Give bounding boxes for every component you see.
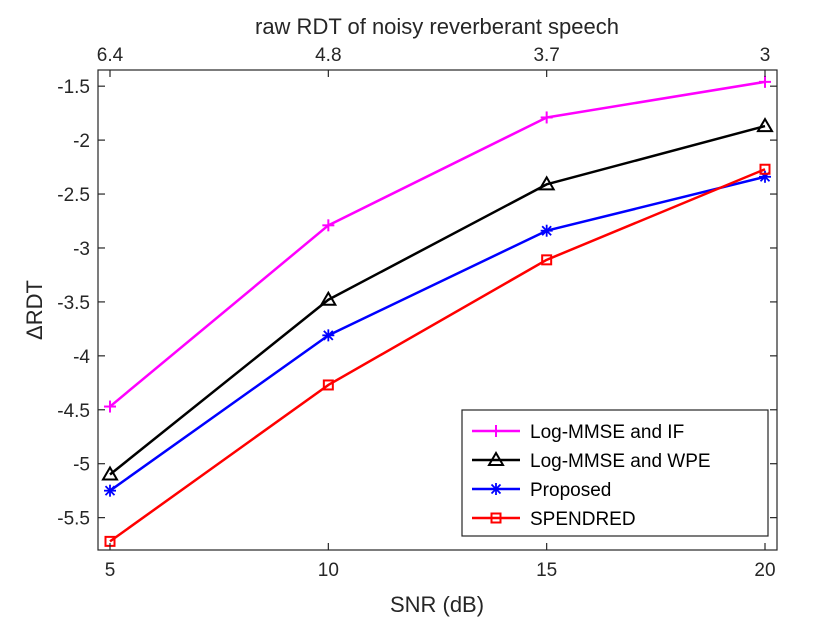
series-line	[109, 80, 766, 408]
asterisk-marker-d2	[323, 330, 334, 341]
asterisk-marker	[104, 484, 116, 497]
top-x-axis-label: raw RDT of noisy reverberant speech	[255, 14, 619, 39]
square-marker	[322, 379, 334, 391]
x-tick-label: 15	[536, 560, 557, 581]
top-x-tick-label: 3	[760, 45, 771, 66]
triangle-marker	[756, 117, 774, 133]
series-0	[104, 75, 771, 413]
legend-entry: SPENDRED	[472, 509, 636, 530]
square-marker	[759, 163, 771, 175]
top-x-tick-label: 6.4	[97, 45, 124, 66]
data-point	[541, 254, 553, 266]
y-tick-label: -5.5	[57, 509, 90, 530]
legend-label: SPENDRED	[530, 509, 636, 530]
y-axis-label-delta: Δ	[22, 325, 47, 340]
data-point	[756, 117, 774, 133]
data-point	[322, 329, 335, 342]
legend-entry: Log-MMSE and WPE	[472, 451, 711, 472]
y-tick-label: -1.5	[57, 77, 90, 98]
x-tick-label: 10	[318, 560, 339, 581]
axes-box	[97, 69, 778, 551]
y-tick-label: -4.5	[57, 401, 90, 422]
square-marker	[541, 254, 553, 266]
series-line	[109, 175, 766, 492]
data-point	[322, 379, 334, 391]
series-3	[104, 163, 771, 547]
data-point	[101, 465, 119, 481]
x-tick-label: 5	[105, 560, 116, 581]
data-point	[104, 400, 116, 413]
legend-entry: Log-MMSE and IF	[472, 422, 684, 443]
legend-label: Log-MMSE and IF	[530, 422, 684, 443]
asterisk-marker	[322, 329, 335, 342]
square-marker	[490, 512, 502, 524]
asterisk-marker	[540, 224, 553, 237]
asterisk-marker-d2	[541, 225, 552, 236]
plus-marker	[540, 111, 553, 124]
top-x-tick-label: 3.7	[533, 45, 559, 66]
data-point	[322, 219, 335, 232]
series-line	[109, 124, 766, 476]
asterisk-marker	[490, 483, 502, 495]
series-line	[109, 168, 766, 543]
triangle-marker	[537, 175, 556, 191]
plus-marker	[322, 219, 335, 232]
y-tick-label: -2.5	[57, 185, 90, 206]
legend-label: Log-MMSE and WPE	[530, 451, 711, 472]
data-point	[759, 75, 771, 88]
triangle-marker	[487, 451, 505, 466]
data-point	[759, 163, 771, 175]
data-point	[537, 175, 556, 191]
data-point	[540, 224, 553, 237]
asterisk-marker-d2	[490, 483, 502, 495]
x-tick-label: 20	[754, 560, 775, 581]
legend: Log-MMSE and IF Log-MMSE and WPE Proposed S…	[461, 409, 769, 537]
data-point	[540, 111, 553, 124]
series-1	[101, 117, 774, 481]
y-tick-label: -3.5	[57, 293, 90, 314]
y-axis-label-text: RDT	[22, 280, 47, 325]
y-tick-label: -5	[73, 455, 90, 476]
top-x-tick-label: 4.8	[315, 45, 341, 66]
triangle-marker	[101, 465, 119, 481]
x-axis-label: SNR (dB)	[390, 592, 484, 617]
data-point	[319, 290, 338, 306]
legend-entry: Proposed	[472, 480, 611, 501]
triangle-marker	[319, 290, 338, 306]
plus-marker	[490, 425, 502, 437]
series-2	[104, 170, 771, 497]
plus-marker	[759, 75, 771, 88]
y-axis-label: ΔRDT	[22, 280, 47, 340]
asterisk-marker-d2	[104, 485, 116, 496]
y-tick-label: -2	[73, 131, 90, 152]
legend-label: Proposed	[530, 480, 611, 501]
y-tick-label: -4	[73, 347, 90, 368]
plus-marker	[104, 400, 116, 413]
y-tick-label: -3	[73, 239, 90, 260]
data-point	[104, 484, 116, 497]
